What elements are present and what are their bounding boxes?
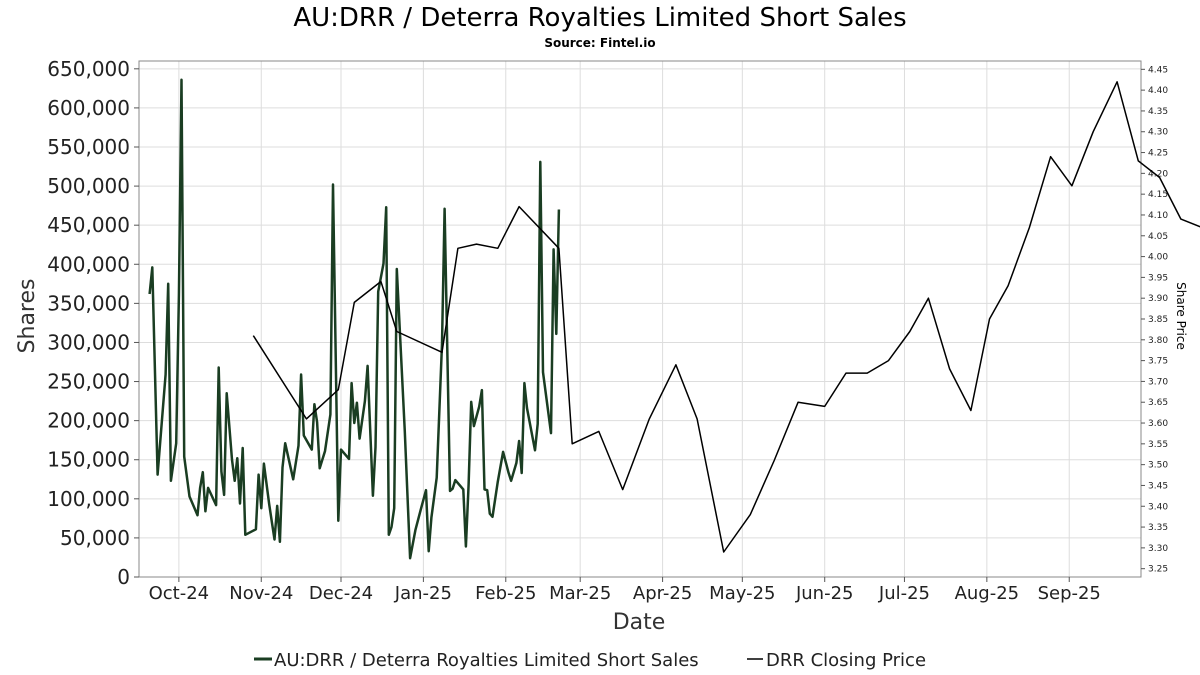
chart-title: AU:DRR / Deterra Royalties Limited Short… — [293, 3, 906, 33]
y2-tick-label: 4.15 — [1148, 190, 1168, 200]
x-tick-label: Sep-25 — [1038, 583, 1101, 604]
y-tick-label: 550,000 — [47, 135, 130, 159]
y2-axis-label: Share Price — [1174, 282, 1188, 350]
plot-area-border — [138, 60, 1142, 578]
x-axis-label: Date — [613, 610, 666, 635]
y-tick-label: 300,000 — [47, 330, 130, 354]
y2-tick-label: 3.95 — [1148, 273, 1168, 283]
legend-label-short-sales: AU:DRR / Deterra Royalties Limited Short… — [274, 650, 699, 671]
y2-tick-label: 3.75 — [1148, 357, 1168, 367]
y-tick-label: 50,000 — [60, 526, 130, 550]
y-tick-label: 500,000 — [47, 174, 130, 198]
y2-tick-label: 4.00 — [1148, 253, 1168, 263]
y2-tick-label: 4.20 — [1148, 169, 1168, 179]
y2-tick-label: 3.40 — [1148, 502, 1168, 512]
y-tick-label: 400,000 — [47, 252, 130, 276]
legend-label-closing-price: DRR Closing Price — [766, 650, 926, 671]
chart-subtitle: Source: Fintel.io — [544, 36, 655, 50]
y-tick-label: 150,000 — [47, 448, 130, 472]
y-tick-label: 250,000 — [47, 370, 130, 394]
x-tick-label: Mar-25 — [549, 583, 611, 604]
y2-tick-label: 4.40 — [1148, 86, 1168, 96]
y2-tick-label: 4.10 — [1148, 211, 1168, 221]
y2-tick-label: 3.35 — [1148, 523, 1168, 533]
y2-tick-label: 3.30 — [1148, 544, 1168, 554]
y-axis-label: Shares — [15, 279, 40, 354]
y2-tick-label: 3.65 — [1148, 398, 1168, 408]
x-tick-label: Jul-25 — [878, 583, 930, 604]
y-tick-label: 100,000 — [47, 487, 130, 511]
y-tick-label: 600,000 — [47, 96, 130, 120]
y2-axis-ticks: 3.25 3.30 3.35 3.40 3.45 3.50 3.55 3.60 3.65 3.70… — [1141, 65, 1168, 575]
y2-tick-label: 3.25 — [1148, 565, 1168, 575]
x-tick-label: Jun-25 — [795, 583, 854, 604]
y-tick-label: 450,000 — [47, 213, 130, 237]
y-tick-label: 650,000 — [47, 57, 130, 81]
y2-tick-label: 3.90 — [1148, 294, 1168, 304]
x-axis-ticks: Oct-24 Nov-24 Dec-24 Jan-25 Feb-25 Mar-25 Apr-… — [149, 577, 1101, 604]
y2-tick-label: 4.35 — [1148, 107, 1168, 117]
grid-lines — [139, 61, 1141, 578]
x-tick-label: Jan-25 — [394, 583, 452, 604]
short-sales-line — [148, 78, 561, 560]
y2-tick-label: 3.50 — [1148, 461, 1168, 471]
x-tick-label: Feb-25 — [475, 583, 536, 604]
y2-tick-label: 3.45 — [1148, 481, 1168, 491]
y2-tick-label: 4.25 — [1148, 149, 1168, 159]
y2-tick-label: 3.85 — [1148, 315, 1168, 325]
legend: AU:DRR / Deterra Royalties Limited Short… — [254, 650, 926, 671]
x-tick-label: Apr-25 — [633, 583, 692, 604]
series-lines — [148, 78, 1200, 560]
y-tick-label: 0 — [117, 565, 130, 589]
y2-tick-label: 3.70 — [1148, 377, 1168, 387]
y2-tick-label: 3.80 — [1148, 336, 1168, 346]
x-tick-label: Oct-24 — [149, 583, 210, 604]
y-tick-label: 200,000 — [47, 409, 130, 433]
y-axis-ticks: 0 50,000 100,000 150,000 200,000 250,000 300,0… — [47, 57, 139, 589]
y2-tick-label: 3.55 — [1148, 440, 1168, 450]
closing-price-line — [252, 81, 1200, 553]
x-tick-label: Nov-24 — [229, 583, 293, 604]
y2-tick-label: 4.05 — [1148, 232, 1168, 242]
x-tick-label: Aug-25 — [955, 583, 1020, 604]
y2-tick-label: 3.60 — [1148, 419, 1168, 429]
y-tick-label: 350,000 — [47, 291, 130, 315]
y2-tick-label: 4.45 — [1148, 65, 1168, 75]
x-tick-label: May-25 — [709, 583, 775, 604]
y2-tick-label: 4.30 — [1148, 128, 1168, 138]
x-tick-label: Dec-24 — [309, 583, 373, 604]
